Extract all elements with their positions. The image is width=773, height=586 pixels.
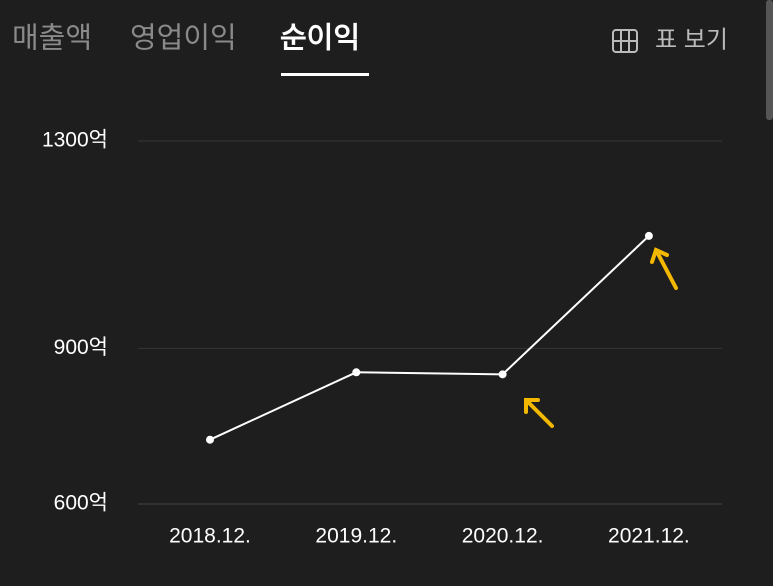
y-tick-label: 1300억 [42, 129, 108, 152]
arrow [650, 247, 678, 290]
tab[interactable]: 영업이익 [130, 22, 237, 55]
point [644, 231, 653, 240]
view-table-button[interactable]: 표 보기 [655, 26, 728, 53]
table-icon[interactable] [612, 29, 638, 53]
point [498, 370, 507, 379]
x-tick-label: 2018.12. [169, 525, 251, 548]
tab-underline [281, 73, 369, 76]
point [206, 435, 214, 444]
scrollbar [766, 0, 773, 120]
y-tick-label: 900억 [54, 336, 108, 359]
tab-active[interactable]: 순이익 [280, 22, 360, 55]
tab[interactable]: 매출액 [12, 22, 92, 55]
arrow [524, 398, 554, 428]
line [209, 235, 650, 441]
x-tick-label: 2021.12. [608, 525, 690, 548]
y-tick-label: 600억 [54, 492, 108, 515]
x-tick-label: 2020.12. [462, 525, 544, 548]
point [352, 368, 361, 377]
x-tick-label: 2019.12. [315, 525, 397, 548]
